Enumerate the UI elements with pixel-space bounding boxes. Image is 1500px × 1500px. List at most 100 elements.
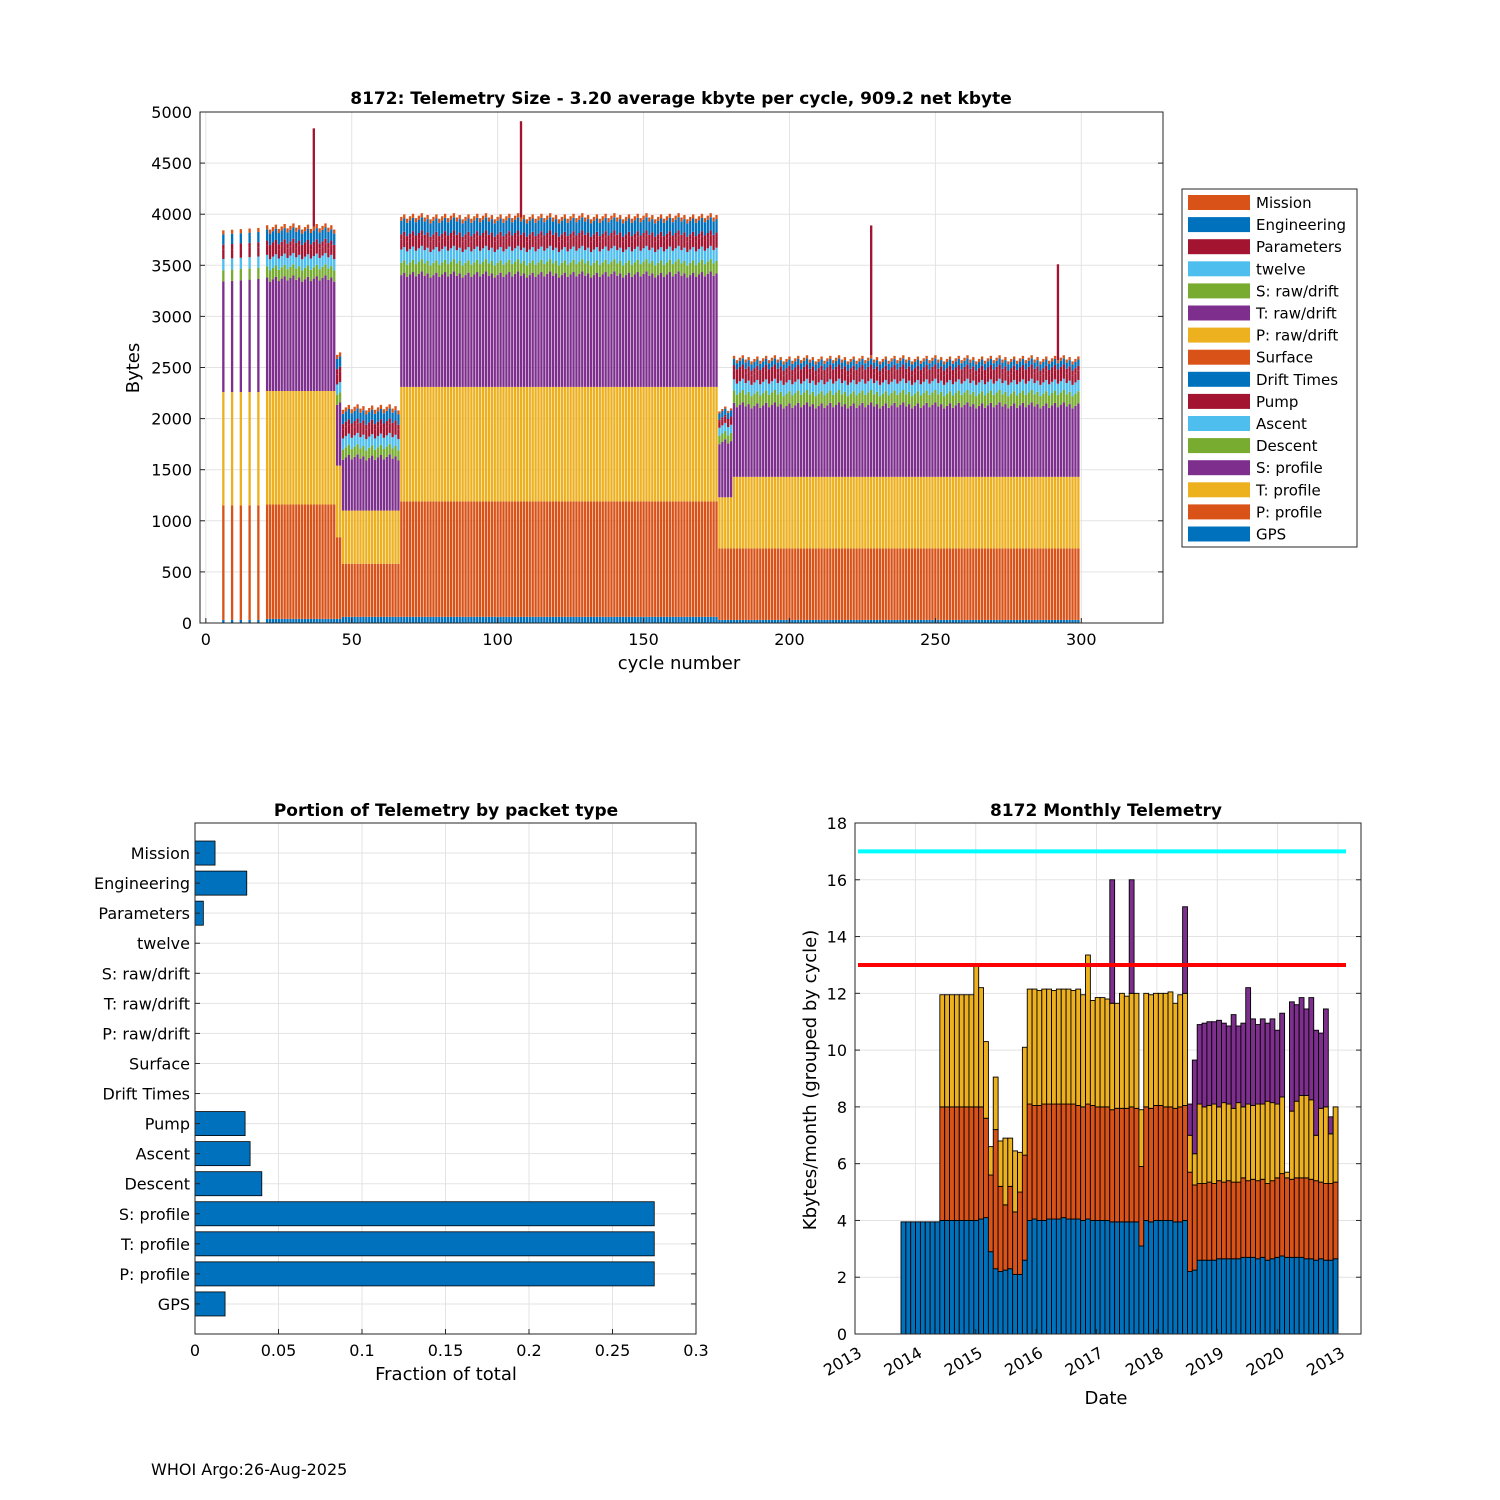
top-bar-segment-descent [429, 265, 432, 278]
top-bar-segment-p-profile [747, 548, 750, 620]
top-stacked-bar [840, 359, 844, 623]
br-bar-segment [1255, 1180, 1261, 1260]
top-y-tick-label: 1500 [151, 461, 192, 480]
top-bar-segment-t-profile [919, 476, 922, 549]
top-bar-segment-mission [1077, 356, 1080, 360]
top-bar-segment-pump [671, 240, 674, 251]
top-bar-segment-s-profile [875, 404, 879, 477]
top-bar-segment-ascent [747, 380, 750, 392]
top-bar-segment-s-profile [916, 403, 920, 477]
top-bar-segment-s-profile [458, 273, 461, 387]
top-bar-segment-s-profile [709, 271, 712, 387]
top-bar-segment-engineering [283, 228, 286, 240]
top-bar-segment-s-profile [834, 404, 838, 477]
top-bar-segment-parameters [648, 234, 651, 240]
top-bar-segment-s-profile [785, 405, 788, 477]
legend-swatch [1188, 283, 1250, 299]
top-bar-segment-parameters [954, 367, 957, 373]
top-bars [222, 121, 1080, 623]
top-stacked-bar [636, 213, 639, 623]
top-bar-segment-engineering [478, 222, 482, 236]
br-bar-segment [1191, 1059, 1198, 1155]
top-y-tick-label: 1000 [151, 512, 192, 531]
top-bar-segment-t-profile [692, 386, 695, 502]
br-bar-segment [1051, 990, 1057, 1105]
top-bar-segment-engineering [365, 414, 368, 425]
top-bar-segment-descent [341, 449, 345, 460]
top-bar-segment-t-profile [458, 386, 461, 502]
top-bar-segment-mission [330, 225, 333, 230]
top-bar-segment-t-profile [557, 386, 561, 502]
br-bar-segment [1094, 1219, 1101, 1335]
top-bar-segment-t-profile [1065, 476, 1068, 549]
top-bar-segment-gps [837, 619, 841, 623]
top-bar-segment-descent [566, 264, 569, 277]
br-bar-segment [1250, 1105, 1256, 1180]
br-stacked-bar [1017, 1151, 1023, 1335]
top-bar-segment-gps [1027, 619, 1030, 623]
top-bar-segment-p-profile [318, 504, 321, 619]
top-bar-segment-t-profile [706, 386, 709, 502]
top-bar-segment-s-profile [697, 274, 701, 387]
top-bar-segment-p-profile [1068, 548, 1071, 620]
br-bar-segment [1099, 1106, 1106, 1221]
br-bar-segment [1327, 1116, 1334, 1135]
br-stacked-bar [1007, 1137, 1014, 1335]
top-bar-segment-parameters [791, 369, 794, 376]
top-bar-segment-parameters [286, 243, 289, 249]
br-bar-segment [1269, 1258, 1276, 1335]
br-bar-segment [963, 1106, 970, 1221]
br-bar-segment [1128, 992, 1135, 1108]
top-bar-segment-t-profile [884, 476, 887, 549]
top-bar-segment-pump [531, 236, 534, 248]
top-bar-segment-descent [826, 393, 829, 406]
top-bar-segment-gps [928, 619, 931, 623]
top-bar-segment-ascent [435, 247, 438, 261]
top-bar-segment-t-profile [513, 386, 517, 502]
top-bar-segment-descent [656, 262, 660, 276]
top-bar-segment-mission [619, 215, 622, 220]
top-bar-segment-s-profile [268, 281, 272, 392]
top-bar-segment-gps [709, 616, 712, 623]
top-stacked-bar [648, 217, 651, 623]
br-bar-segment [1196, 1103, 1203, 1184]
top-bar-segment-parameters [814, 370, 817, 376]
br-bar-segment [1216, 1106, 1222, 1182]
top-bar-segment-s-profile [817, 405, 820, 477]
top-bar-segment-t-profile [855, 476, 858, 549]
br-bar-segment [1162, 992, 1169, 1108]
top-bar-segment-pump [732, 370, 736, 380]
top-stacked-bar [887, 360, 890, 623]
top-bar-segment-pump [1030, 369, 1033, 379]
br-bar-segment [1216, 1019, 1222, 1108]
top-bar-segment-parameters [767, 369, 771, 375]
br-bar-segment [1002, 1137, 1009, 1206]
top-bar-segment-pump [718, 421, 721, 428]
top-bar-segment-p-profile [811, 548, 814, 620]
top-bar-segment-s-profile [937, 406, 940, 477]
top-bar-segment-descent [522, 261, 526, 274]
top-bar-segment-engineering [417, 219, 421, 234]
br-bar-segment [905, 1221, 912, 1335]
top-bar-segment-gps [951, 619, 955, 623]
top-bar-segment-mission [531, 214, 534, 219]
top-bar-segment-gps [607, 616, 610, 623]
top-bar-segment-mission [928, 360, 931, 364]
top-bar-segment-mission [382, 409, 386, 414]
top-bar-segment-parameters [362, 420, 365, 426]
top-bar-segment-p-profile [759, 548, 762, 620]
top-bar-segment-p-profile [1053, 548, 1057, 620]
top-bar-segment-p-profile [934, 548, 937, 620]
top-bar-segment-engineering [373, 413, 377, 425]
top-bar-segment-parameters [546, 233, 549, 239]
br-stacked-bar [1138, 1109, 1145, 1335]
top-stacked-bar [1074, 358, 1077, 623]
br-bar-segment [1002, 1204, 1009, 1271]
top-bar-segment-pump [689, 239, 692, 250]
top-bar-segment-ascent [910, 384, 914, 397]
top-bar-segment-t-profile [773, 476, 777, 549]
top-bar-segment-ascent [414, 250, 418, 265]
br-bar-segment [1191, 1269, 1198, 1335]
top-bar-segment-t-profile [934, 476, 937, 549]
top-stacked-bar [414, 218, 418, 623]
